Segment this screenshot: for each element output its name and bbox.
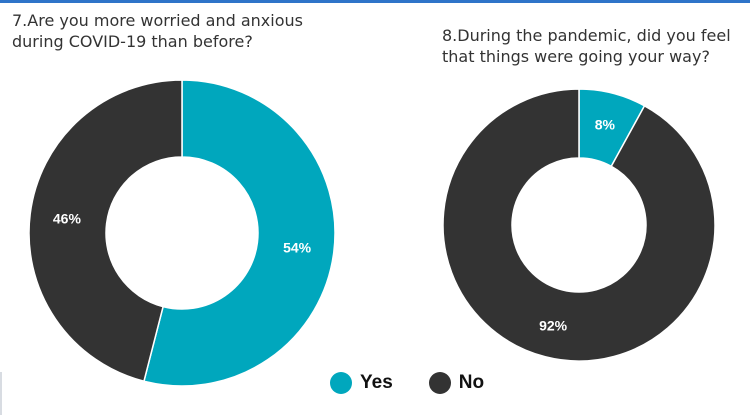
legend-label-no: No [458, 372, 485, 393]
slice-label-yes: 8% [595, 116, 616, 132]
chart-title-q8: 8.During the pandemic, did you feel that… [442, 26, 731, 66]
legend-swatch-no [428, 372, 451, 394]
legend-item-yes: Yes [330, 372, 393, 394]
legend-item-no: No [428, 372, 485, 394]
chart-title-q7: 7.Are you more worried and anxious durin… [12, 11, 303, 51]
slice-label-no: 46% [53, 210, 82, 226]
donut-chart-q7: 54% 46% [28, 79, 336, 387]
donut-chart-q8: 8% 92% [442, 88, 716, 362]
donut-slice-yes [143, 79, 336, 387]
slice-label-no: 92% [539, 318, 568, 334]
slice-label-yes: 54% [283, 240, 312, 256]
chart-legend: Yes No [330, 372, 520, 394]
donut-slice-no [442, 88, 716, 362]
top-accent-rule [0, 0, 750, 3]
legend-swatch-yes [330, 372, 352, 394]
legend-label-yes: Yes [360, 372, 393, 393]
left-edge-mark [0, 372, 2, 415]
donut-slice-no [28, 79, 183, 383]
